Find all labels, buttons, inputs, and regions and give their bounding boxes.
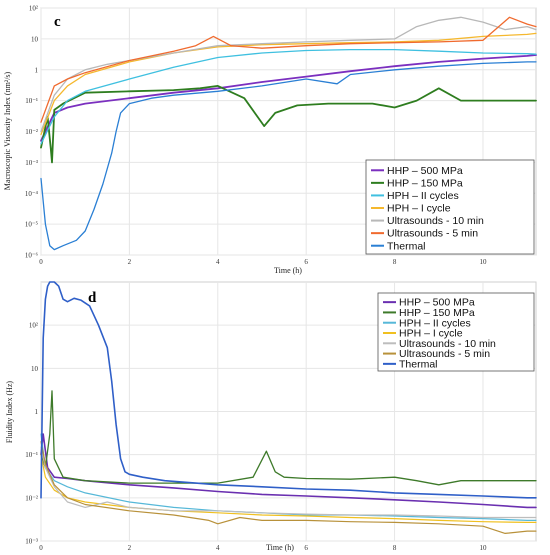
series-line	[40, 433, 537, 509]
legend-box	[365, 159, 535, 255]
x-tick-label: 8	[393, 258, 397, 266]
legend-entry: HPH – II cycles	[387, 190, 459, 202]
ticks-c: 0 2 4 6 8 10 10⁻⁶ 10⁻⁵ 10⁻⁴ 10⁻³ 10⁻² 10⁻¹ 1 10 10²	[25, 5, 487, 267]
series-line	[40, 390, 537, 486]
y-tick-label: 10⁻¹	[25, 97, 38, 105]
x-tick-label: 6	[304, 544, 308, 552]
y-tick-label: 10⁻²	[25, 494, 38, 502]
x-tick-label: 0	[39, 544, 43, 552]
x-tick-label: 10	[479, 258, 487, 266]
series-line	[40, 16, 537, 123]
y-tick-label: 10⁻³	[25, 538, 38, 546]
legend-entry: HHP – 500 MPa	[387, 165, 463, 177]
series-c	[40, 16, 537, 251]
y-tick-label: 10²	[29, 322, 38, 330]
y-tick-label: 1	[35, 408, 39, 416]
y-tick-label: 10⁻²	[25, 128, 38, 136]
x-tick-label: 6	[304, 258, 308, 266]
legend-entry: Ultrasounds - 10 min	[399, 338, 496, 350]
panel-d: 0 2 4 6 8 10 10⁻³ 10⁻² 10⁻¹ 1 10 10² d Time (h) Flu…	[5, 281, 537, 552]
legend-entry: HPH – I cycle	[387, 203, 451, 215]
y-axis-label-c: Macroscopic Viscosity Index (nm²/s)	[3, 71, 12, 190]
grid-d	[40, 282, 536, 542]
x-tick-label: 2	[128, 544, 132, 552]
x-tick-label: 10	[479, 544, 487, 552]
series-line	[40, 32, 537, 136]
series-line	[40, 54, 537, 142]
legend-entry: Ultrasounds - 5 min	[387, 228, 478, 240]
panel-letter-c: c	[54, 14, 61, 30]
legend-entry: HPH – II cycles	[399, 317, 471, 329]
ticks-d: 0 2 4 6 8 10 10⁻³ 10⁻² 10⁻¹ 1 10 10²	[25, 322, 487, 552]
y-tick-label: 1	[35, 66, 39, 74]
x-axis-label-c: Time (h)	[274, 266, 302, 275]
panel-letter-d: d	[88, 290, 97, 306]
y-tick-label: 10⁻⁶	[25, 252, 39, 260]
series-line	[40, 446, 537, 519]
legend-entry: HHP – 500 MPa	[399, 297, 475, 309]
legend-entry: Ultrasounds - 5 min	[399, 348, 490, 360]
legend-entry: Thermal	[399, 358, 438, 370]
legend-entry: Ultrasounds - 10 min	[387, 215, 484, 227]
series-line	[40, 441, 537, 534]
x-tick-label: 8	[393, 544, 397, 552]
series-line	[40, 281, 537, 499]
legend-entry: Thermal	[387, 240, 426, 252]
y-axis-label-d: Fluidity Index (Hz)	[5, 381, 14, 444]
y-tick-label: 10	[31, 35, 39, 43]
x-tick-label: 2	[128, 258, 132, 266]
legend-box	[377, 292, 535, 372]
series-d	[40, 281, 537, 534]
y-tick-label: 10⁻³	[25, 159, 38, 167]
y-tick-label: 10²	[29, 5, 38, 13]
y-tick-label: 10⁻⁴	[25, 190, 39, 198]
series-line	[40, 48, 537, 145]
y-tick-label: 10	[31, 365, 39, 373]
x-tick-label: 4	[216, 544, 220, 552]
legend-entry: HHP – 150 MPa	[387, 177, 463, 189]
x-tick-label: 4	[216, 258, 220, 266]
legend-entry: HPH – I cycle	[399, 328, 463, 340]
series-line	[40, 16, 537, 133]
x-axis-label-d: Time (h)	[266, 543, 294, 552]
series-line	[40, 61, 537, 251]
y-tick-label: 10⁻⁵	[25, 221, 39, 229]
legend-entry: HHP – 150 MPa	[399, 307, 475, 319]
y-tick-label: 10⁻¹	[25, 451, 38, 459]
x-tick-label: 0	[39, 258, 43, 266]
